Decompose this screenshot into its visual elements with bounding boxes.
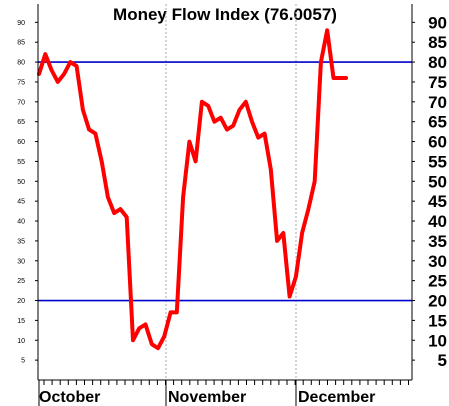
left-y-tick-label: 55 xyxy=(17,159,25,166)
right-y-tick-label: 25 xyxy=(428,272,447,291)
right-y-tick-label: 5 xyxy=(438,351,447,370)
right-y-tick-label: 85 xyxy=(428,33,447,52)
right-y-tick-label: 90 xyxy=(428,13,447,32)
right-y-tick-label: 20 xyxy=(428,292,447,311)
right-y-tick-label: 65 xyxy=(428,113,447,132)
right-y-tick-label: 15 xyxy=(428,311,447,330)
left-y-tick-label: 5 xyxy=(21,358,25,365)
right-y-tick-label: 10 xyxy=(428,331,447,350)
left-y-tick-label: 65 xyxy=(17,119,25,126)
left-y-tick-label: 70 xyxy=(17,99,25,106)
left-y-tick-label: 75 xyxy=(17,79,25,86)
left-y-tick-label: 20 xyxy=(17,298,25,305)
right-y-tick-label: 75 xyxy=(428,73,447,92)
left-y-tick-label: 50 xyxy=(17,179,25,186)
left-y-tick-label: 60 xyxy=(17,139,25,146)
chart-title: Money Flow Index (76.0057) xyxy=(113,5,337,24)
left-y-tick-label: 35 xyxy=(17,238,25,245)
left-y-tick-label: 30 xyxy=(17,258,25,265)
left-y-tick-label: 90 xyxy=(17,20,25,27)
right-y-tick-label: 80 xyxy=(428,53,447,72)
left-y-tick-label: 25 xyxy=(17,278,25,285)
left-y-tick-label: 80 xyxy=(17,60,25,67)
left-y-tick-label: 85 xyxy=(17,40,25,47)
left-y-tick-label: 10 xyxy=(17,338,25,345)
right-y-tick-label: 60 xyxy=(428,133,447,152)
month-label-december: December xyxy=(298,389,375,406)
left-y-tick-label: 15 xyxy=(17,318,25,325)
month-label-october: October xyxy=(39,389,100,406)
right-y-tick-label: 55 xyxy=(428,152,447,171)
right-y-tick-label: 35 xyxy=(428,232,447,251)
left-y-tick-label: 45 xyxy=(17,199,25,206)
left-y-tick-label: 40 xyxy=(17,219,25,226)
month-label-november: November xyxy=(168,389,246,406)
right-y-tick-label: 45 xyxy=(428,192,447,211)
mfi-series-line xyxy=(37,28,348,351)
right-y-tick-label: 70 xyxy=(428,93,447,112)
right-y-tick-label: 40 xyxy=(428,212,447,231)
right-y-tick-label: 50 xyxy=(428,172,447,191)
right-y-tick-label: 30 xyxy=(428,252,447,271)
